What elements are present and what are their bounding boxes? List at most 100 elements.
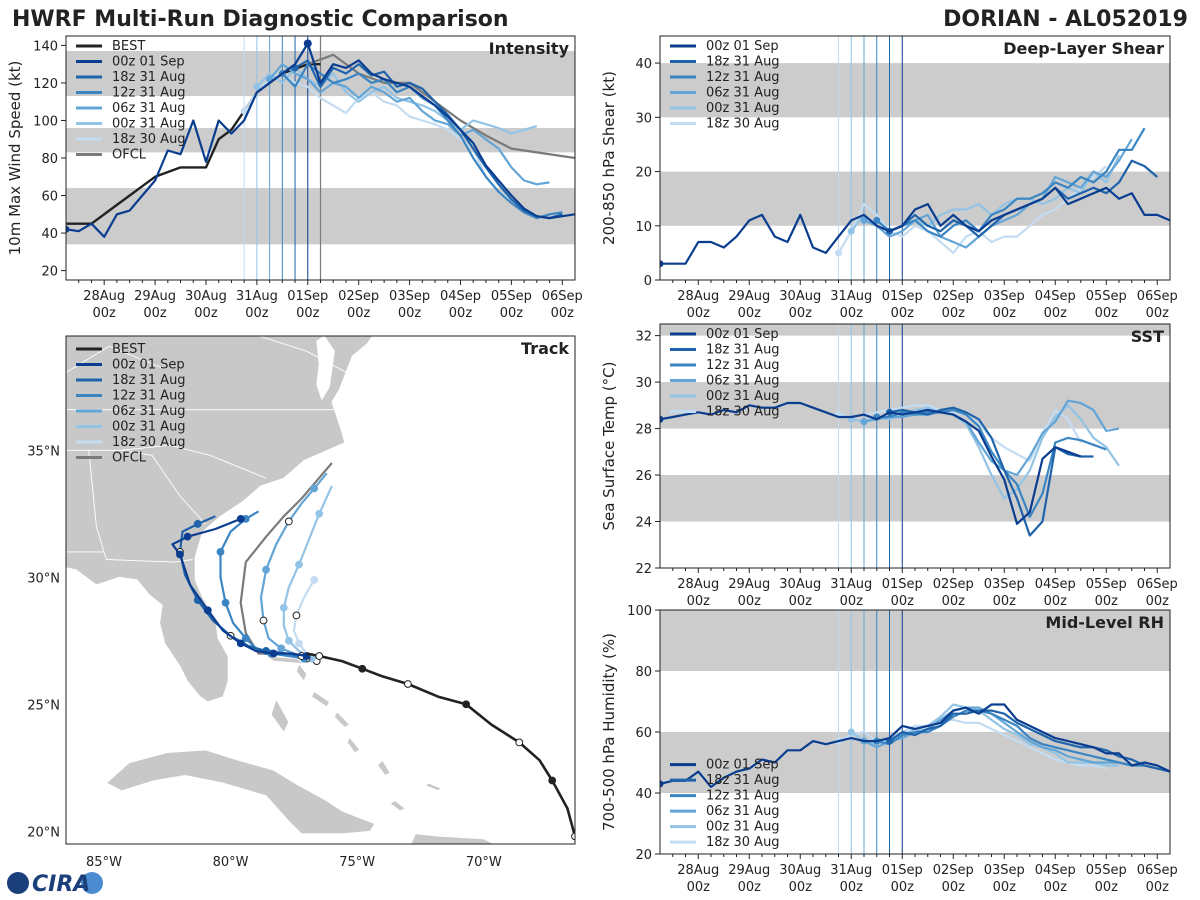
x-tick-label: 00z <box>1146 594 1170 609</box>
figure-title: HWRF Multi-Run Diagnostic Comparison <box>12 7 509 32</box>
y-tick-label: 10 <box>635 220 652 235</box>
land-acklins <box>376 759 391 776</box>
x-tick-label: 00z <box>738 880 762 895</box>
run-line-0 <box>660 401 1082 525</box>
y-tick-label: 40 <box>41 227 58 242</box>
legend-label: 18z 30 Aug <box>112 132 186 147</box>
track-position-marker <box>310 484 319 493</box>
cira-logo: CIRA <box>7 872 103 897</box>
x-tick-label: 00z <box>993 306 1017 321</box>
track-position-marker <box>295 639 303 648</box>
x-tick-label: 00z <box>194 306 218 321</box>
run-init-marker <box>660 415 664 423</box>
x-tick-label: 00z <box>687 880 711 895</box>
legend-label: OFCL <box>112 451 147 466</box>
sst-panel: 28Aug 00z 29Aug 00z 30Aug 00z 31Aug 00z 01Sep 00z… <box>600 323 1178 609</box>
x-tick-label: 00z <box>1095 306 1119 321</box>
x-tick-label: 00z <box>143 306 167 321</box>
run-line-0 <box>660 186 1170 265</box>
x-tick-label: 00z <box>347 306 371 321</box>
x-tick-label: 30Aug <box>779 863 821 878</box>
y-tick-label: 20 <box>635 848 652 863</box>
y-tick-label: 40 <box>635 787 652 802</box>
run-line-0 <box>66 42 575 238</box>
x-tick-label: 00z <box>993 880 1017 895</box>
x-tick-label: 01Sep <box>287 289 328 304</box>
track-position-marker <box>515 738 524 747</box>
lat-tick-label: 20°N <box>27 825 60 840</box>
track-position-marker <box>262 565 270 574</box>
land-inagua <box>389 800 407 812</box>
y-axis-label: 200-850 hPa Shear (kt) <box>600 71 618 245</box>
best-track <box>306 652 575 837</box>
x-tick-label: 00z <box>1044 880 1068 895</box>
run-init-marker <box>660 260 664 268</box>
run-init-marker <box>660 780 664 788</box>
x-tick-label: 29Aug <box>134 289 176 304</box>
map-area <box>66 336 575 884</box>
x-tick-label: 02Sep <box>933 863 974 878</box>
x-tick-label: 30Aug <box>779 289 821 304</box>
x-tick-label: 04Sep <box>1035 577 1076 592</box>
x-tick-label: 00z <box>296 306 320 321</box>
globe-icon <box>7 872 29 894</box>
y-tick-label: 140 <box>33 39 58 54</box>
land-jamaica <box>271 869 324 884</box>
threshold-band <box>660 610 1170 671</box>
track-position-marker <box>269 649 278 658</box>
run-line-3 <box>863 399 1120 477</box>
track-position-marker <box>292 611 301 620</box>
state-border <box>88 450 105 553</box>
plot-area <box>66 39 575 238</box>
y-tick-label: 30 <box>635 376 652 391</box>
run-line-3 <box>268 63 550 186</box>
legend-label: 18z 31 Aug <box>706 773 780 788</box>
x-tick-label: 00z <box>1044 594 1068 609</box>
track-position-marker <box>203 606 212 615</box>
x-tick-label: 31Aug <box>236 289 278 304</box>
panel-title: Track <box>521 339 569 358</box>
y-tick-label: 100 <box>627 604 652 619</box>
track-position-marker <box>236 514 245 523</box>
x-tick-label: 28Aug <box>677 289 719 304</box>
run-init-marker <box>847 227 855 235</box>
x-tick-label: 05Sep <box>1086 863 1127 878</box>
panel-title: Mid-Level RH <box>1045 613 1164 632</box>
plot-area <box>660 127 1170 268</box>
legend-label: 00z 31 Aug <box>706 389 780 404</box>
legend-label: 00z 01 Sep <box>706 758 779 773</box>
x-tick-label: 06Sep <box>1137 577 1178 592</box>
run-init-marker <box>860 216 868 224</box>
run-init-marker <box>860 418 868 426</box>
legend-label: 12z 31 Aug <box>706 70 780 85</box>
storm-id: DORIAN - AL052019 <box>943 7 1188 32</box>
run-line-3 <box>863 706 1133 767</box>
x-tick-label: 03Sep <box>984 289 1025 304</box>
x-tick-label: 03Sep <box>389 289 430 304</box>
threshold-band <box>660 171 1170 226</box>
y-tick-label: 60 <box>41 190 58 205</box>
lat-tick-label: 25°N <box>27 698 60 713</box>
y-axis-label: Sea Surface Temp (°C) <box>600 361 618 530</box>
run-line-2 <box>876 127 1146 238</box>
x-tick-label: 02Sep <box>933 577 974 592</box>
y-tick-label: 26 <box>635 469 652 484</box>
track-position-marker <box>403 680 412 688</box>
track-position-marker <box>315 652 324 660</box>
legend-label: 00z 31 Aug <box>112 117 186 132</box>
track-position-marker <box>284 517 293 526</box>
x-tick-label: 31Aug <box>830 289 872 304</box>
ofcl-track <box>239 462 333 660</box>
track-position-marker <box>284 636 293 645</box>
x-tick-label: 05Sep <box>1086 577 1127 592</box>
y-tick-label: 22 <box>635 562 652 577</box>
legend-label: 18z 30 Aug <box>706 835 780 850</box>
x-tick-label: 29Aug <box>728 577 770 592</box>
x-tick-label: 29Aug <box>728 863 770 878</box>
x-tick-label: 03Sep <box>984 577 1025 592</box>
run-init-marker <box>835 249 842 257</box>
x-tick-label: 00z <box>1095 594 1119 609</box>
land-grand-bahama <box>264 655 306 665</box>
x-tick-label: 00z <box>891 594 915 609</box>
